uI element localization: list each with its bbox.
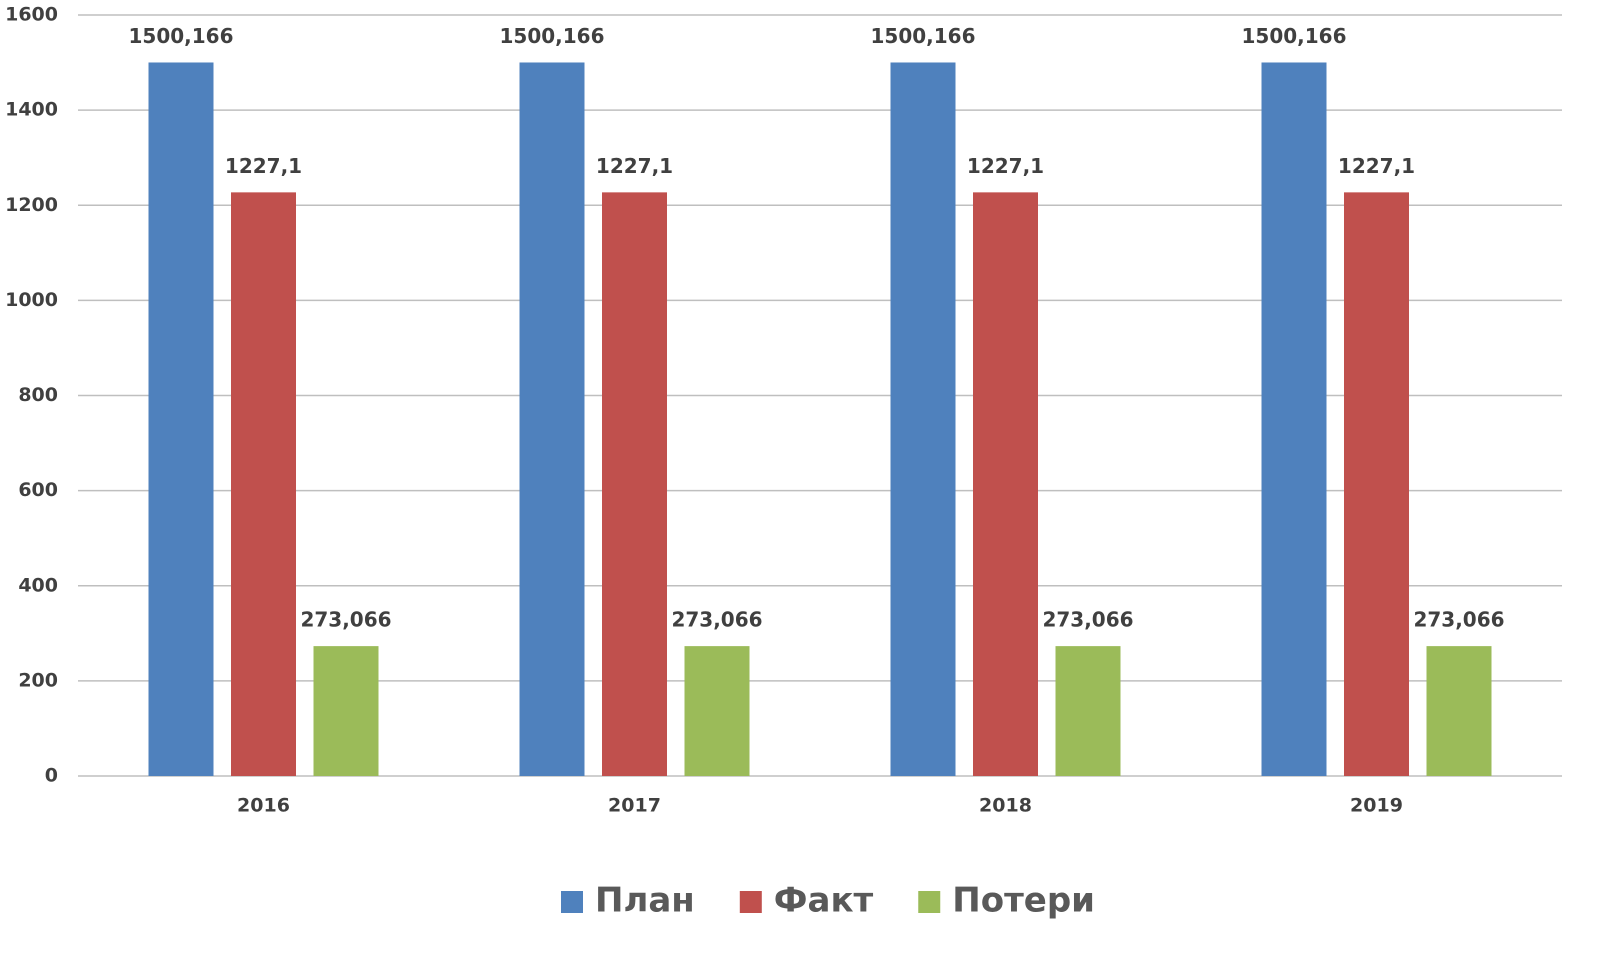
data-label: 1227,1 bbox=[225, 154, 302, 178]
data-label: 1500,166 bbox=[128, 24, 233, 48]
data-label: 273,066 bbox=[1042, 608, 1133, 632]
data-label: 1500,166 bbox=[499, 24, 604, 48]
bar bbox=[1426, 646, 1492, 776]
data-label: 1227,1 bbox=[596, 154, 673, 178]
data-label: 1227,1 bbox=[967, 154, 1044, 178]
data-label: 1500,166 bbox=[1241, 24, 1346, 48]
bar bbox=[231, 192, 296, 776]
bar bbox=[1055, 646, 1121, 776]
bar bbox=[684, 646, 750, 776]
x-tick-label: 2019 bbox=[1350, 795, 1403, 817]
y-tick-label: 1200 bbox=[5, 194, 58, 216]
y-tick-label: 600 bbox=[18, 479, 58, 501]
bar bbox=[890, 62, 956, 777]
data-label: 273,066 bbox=[1413, 608, 1504, 632]
legend-label: План bbox=[595, 881, 695, 921]
y-tick-label: 800 bbox=[18, 384, 58, 406]
data-label: 1500,166 bbox=[870, 24, 975, 48]
bar bbox=[1344, 192, 1409, 776]
data-label: 273,066 bbox=[300, 608, 391, 632]
legend-label: Факт bbox=[774, 881, 874, 921]
bar bbox=[519, 62, 585, 777]
bar bbox=[313, 646, 379, 776]
legend-swatch bbox=[918, 891, 941, 913]
legend-swatch bbox=[561, 891, 583, 913]
y-tick-label: 1600 bbox=[5, 4, 58, 26]
bar bbox=[973, 192, 1038, 776]
bar bbox=[602, 192, 667, 776]
data-label: 273,066 bbox=[671, 608, 762, 632]
data-label: 1227,1 bbox=[1338, 154, 1415, 178]
y-tick-label: 1400 bbox=[5, 99, 58, 121]
legend-label: Потери bbox=[952, 881, 1095, 921]
x-tick-label: 2016 bbox=[237, 795, 290, 817]
y-tick-label: 1000 bbox=[5, 289, 58, 311]
y-tick-label: 200 bbox=[18, 669, 58, 691]
legend-swatch bbox=[739, 891, 762, 913]
bar bbox=[1261, 62, 1327, 777]
x-tick-label: 2018 bbox=[979, 795, 1032, 817]
x-tick-label: 2017 bbox=[608, 795, 661, 817]
y-tick-label: 400 bbox=[18, 574, 58, 596]
bar bbox=[148, 62, 214, 777]
y-tick-label: 0 bbox=[45, 765, 58, 787]
